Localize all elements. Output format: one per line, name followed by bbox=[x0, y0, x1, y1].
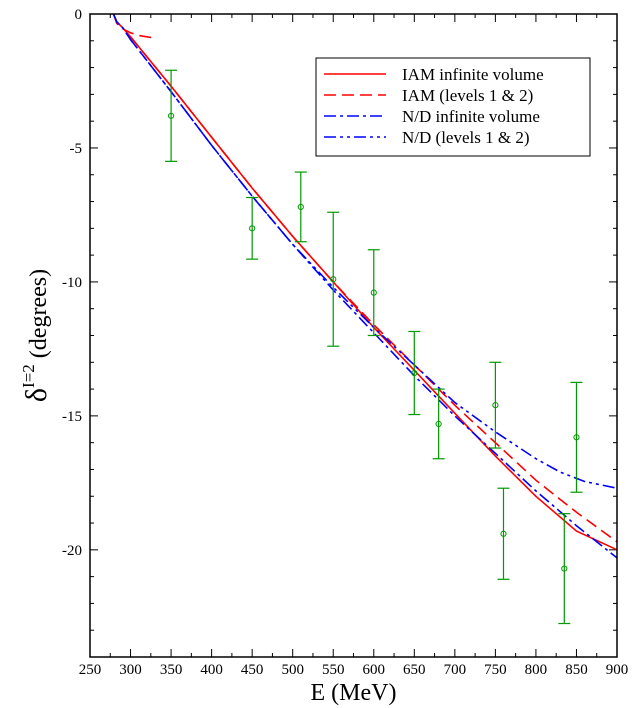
y-axis-label-superscript: I=2 bbox=[19, 364, 38, 388]
data-marker bbox=[500, 530, 507, 537]
legend-label: IAM (levels 1 & 2) bbox=[402, 86, 533, 105]
legend-entry: IAM infinite volume bbox=[324, 65, 544, 84]
y-tick-labels: 0 -5 -10 -15 -20 bbox=[62, 7, 82, 559]
data-marker bbox=[435, 420, 442, 428]
data-point bbox=[246, 196, 259, 260]
data-point bbox=[408, 330, 421, 416]
y-tick-label: -5 bbox=[70, 141, 83, 157]
x-tick-label: 650 bbox=[403, 662, 426, 678]
data-point bbox=[165, 69, 178, 162]
x-tick-label: 850 bbox=[565, 662, 588, 678]
y-axis-label-units: (degrees) bbox=[26, 269, 52, 364]
y-axis-label-symbol: δ bbox=[20, 388, 53, 402]
x-tick-label: 750 bbox=[484, 662, 507, 678]
series-group bbox=[112, 13, 618, 559]
y-tick-label: 0 bbox=[75, 7, 83, 23]
data-marker bbox=[297, 203, 304, 210]
y-tick-label: -20 bbox=[62, 543, 82, 559]
x-tick-label: 550 bbox=[322, 662, 345, 678]
series-line bbox=[112, 13, 618, 551]
y-tick-label: -15 bbox=[62, 409, 82, 425]
x-tick-label: 450 bbox=[241, 662, 264, 678]
x-tick-label: 400 bbox=[200, 662, 223, 678]
legend-entry: IAM (levels 1 & 2) bbox=[324, 86, 533, 105]
y-tick-label: -10 bbox=[62, 275, 82, 291]
x-tick-label: 300 bbox=[119, 662, 142, 678]
legend-label: N/D infinite volume bbox=[402, 107, 540, 126]
x-tick-label: 800 bbox=[525, 662, 548, 678]
x-tick-label: 350 bbox=[160, 662, 183, 678]
legend-entry: N/D (levels 1 & 2) bbox=[324, 128, 529, 147]
legend-label: N/D (levels 1 & 2) bbox=[402, 128, 529, 147]
data-point bbox=[558, 513, 571, 625]
data-marker bbox=[370, 289, 377, 296]
y-axis-label: δI=2 (degrees) bbox=[19, 269, 53, 402]
data-marker bbox=[411, 369, 418, 377]
x-tick-label: 600 bbox=[363, 662, 386, 678]
data-point bbox=[294, 171, 307, 243]
data-marker bbox=[492, 402, 499, 409]
data-marker bbox=[573, 434, 580, 441]
data-point bbox=[489, 361, 502, 449]
data-point bbox=[432, 388, 445, 460]
data-point bbox=[497, 487, 510, 580]
series-line bbox=[112, 13, 156, 39]
data-point bbox=[570, 381, 583, 493]
data-points-group bbox=[165, 69, 583, 625]
series-line-branch bbox=[129, 36, 618, 543]
data-marker bbox=[330, 276, 337, 283]
legend-label: IAM infinite volume bbox=[402, 65, 544, 84]
x-tick-label: 700 bbox=[444, 662, 467, 678]
x-tick-label: 500 bbox=[281, 662, 304, 678]
x-tick-label: 900 bbox=[606, 662, 629, 678]
data-point bbox=[367, 249, 380, 337]
x-tick-labels: 250 300 350 400 450 500 550 600 650 700 750 800 850 9… bbox=[79, 662, 629, 678]
plot-frame bbox=[89, 13, 618, 658]
data-marker bbox=[167, 112, 175, 119]
data-marker bbox=[561, 565, 568, 572]
data-point bbox=[327, 211, 340, 347]
x-tick-label: 250 bbox=[79, 662, 102, 678]
x-axis-label: E (MeV) bbox=[311, 680, 397, 706]
data-marker bbox=[249, 225, 256, 232]
legend: IAM infinite volume IAM (levels 1 & 2) N/D… bbox=[315, 57, 591, 157]
legend-entry: N/D infinite volume bbox=[324, 107, 540, 126]
